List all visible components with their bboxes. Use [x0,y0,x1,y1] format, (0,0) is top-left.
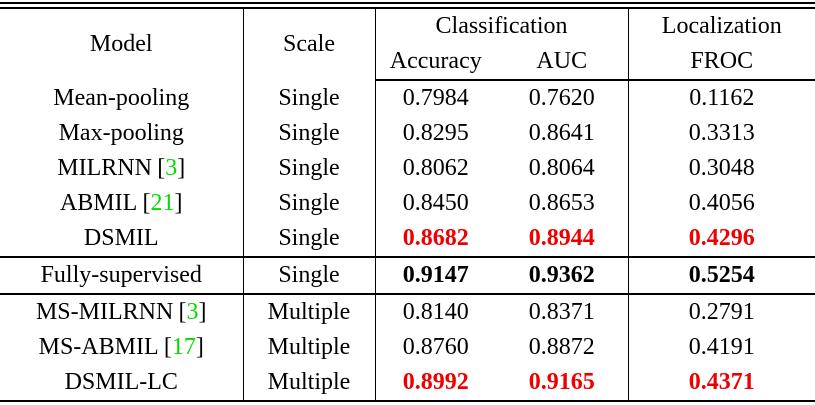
auc-cell: 0.7620 [528,85,595,111]
header-model: Model [89,31,153,57]
accuracy-cell: 0.8450 [374,186,496,221]
auc-cell: 0.9362 [496,257,629,295]
model-name: DSMIL-LC [64,369,178,395]
citation-open-bracket: [ [163,334,172,360]
accuracy-cell: 0.8295 [374,116,496,151]
header-row-metrics: Accuracy AUC FROC [0,44,815,81]
auc-cell: 0.9165 [528,369,595,395]
accuracy-cell: 0.9147 [374,257,496,295]
froc-cell: 0.2791 [627,294,815,330]
table-row: MILRNN [3] Single 0.8062 0.8064 0.3048 [0,151,815,186]
accuracy-cell: 0.8062 [374,151,496,186]
scale-cell: Multiple [242,294,375,330]
model-cell: DSMIL-LC [0,365,243,400]
model-cell: ABMIL [21] [0,186,243,221]
scale-cell: Single [242,151,375,186]
citation-number: 17 [171,334,196,360]
accuracy-cell: 0.8140 [374,294,496,330]
model-name: MS-MILRNN [35,299,174,325]
froc-cell: 0.4371 [627,365,815,400]
citation-close-bracket: ] [195,334,204,360]
header-accuracy: Accuracy [374,44,496,81]
accuracy-cell: 0.8760 [374,330,496,365]
scale-cell: Single [242,257,375,295]
table-header: Model Scale Classification Localization … [0,9,815,81]
table-row: Max-pooling Single 0.8295 0.8641 0.3313 [0,116,815,151]
model-name: MS-ABMIL [38,334,159,360]
auc-cell: 0.8641 [528,120,595,146]
model-cell: MS-MILRNN [3] [0,294,243,330]
model-cell: Max-pooling [0,116,243,151]
model-cell: Mean-pooling [0,80,243,116]
citation-open-bracket: [ [142,190,151,216]
model-cell: DSMIL [0,221,243,258]
accuracy-cell: 0.7984 [374,80,496,116]
auc-cell: 0.8653 [528,190,595,216]
table-row: MS-MILRNN [3] Multiple 0.8140 0.8371 0.27… [0,294,815,330]
froc-cell: 0.5254 [627,257,815,295]
citation-close-bracket: ] [177,155,186,181]
froc-cell: 0.3313 [627,116,815,151]
results-table: Model Scale Classification Localization … [0,9,815,400]
model-name: Max-pooling [58,120,184,146]
auc-cell: 0.8371 [528,299,595,325]
table-row: MS-ABMIL [17] Multiple 0.8760 0.8872 0.41… [0,330,815,365]
header-classification: Classification [374,9,629,44]
model-name: Fully-supervised [40,262,202,288]
froc-cell: 0.4296 [627,221,815,258]
accuracy-cell: 0.8992 [374,365,496,400]
citation-close-bracket: ] [198,299,207,325]
header-auc: AUC [496,44,629,81]
header-froc: FROC [627,44,815,81]
model-name: MILRNN [57,155,152,181]
table-row: ABMIL [21] Single 0.8450 0.8653 0.4056 [0,186,815,221]
model-name: ABMIL [59,190,138,216]
scale-cell: Single [242,221,375,258]
table-row: DSMIL-LC Multiple 0.8992 0.9165 0.4371 [0,365,815,400]
citation-open-bracket: [ [178,299,187,325]
auc-cell: 0.8944 [496,221,629,258]
table-body: Mean-pooling Single 0.7984 0.7620 0.1162… [0,80,815,400]
scale-cell: Single [242,116,375,151]
citation-ref[interactable]: [3] [157,155,185,181]
citation-ref[interactable]: [17] [164,334,204,360]
table-row: Mean-pooling Single 0.7984 0.7620 0.1162 [0,80,815,116]
auc-cell: 0.8872 [528,334,595,360]
froc-cell: 0.4191 [627,330,815,365]
header-localization: Localization [627,9,815,44]
model-cell: Fully-supervised [0,257,243,295]
header-row-groups: Model Scale Classification Localization [0,9,815,80]
model-cell: MS-ABMIL [17] [0,330,243,365]
scale-cell: Multiple [242,330,375,365]
citation-number: 21 [150,190,175,216]
citation-ref[interactable]: [3] [179,299,207,325]
froc-cell: 0.1162 [627,80,815,116]
froc-cell: 0.3048 [627,151,815,186]
table-row: DSMIL Single 0.8682 0.8944 0.4296 [0,221,815,258]
scale-cell: Multiple [242,365,375,400]
table-row: Fully-supervised Single 0.9147 0.9362 0.… [0,257,815,295]
scale-cell: Single [242,186,375,221]
model-name: Mean-pooling [53,84,190,111]
citation-ref[interactable]: [21] [143,190,183,216]
model-name: DSMIL [83,225,159,251]
auc-cell: 0.8064 [528,155,595,181]
accuracy-cell: 0.8682 [374,221,496,258]
header-scale: Scale [242,9,375,80]
citation-number: 3 [165,155,178,181]
model-cell: MILRNN [3] [0,151,243,186]
citation-open-bracket: [ [157,155,166,181]
citation-number: 3 [186,299,199,325]
scale-cell: Single [242,80,375,116]
froc-cell: 0.4056 [627,186,815,221]
citation-close-bracket: ] [174,190,183,216]
